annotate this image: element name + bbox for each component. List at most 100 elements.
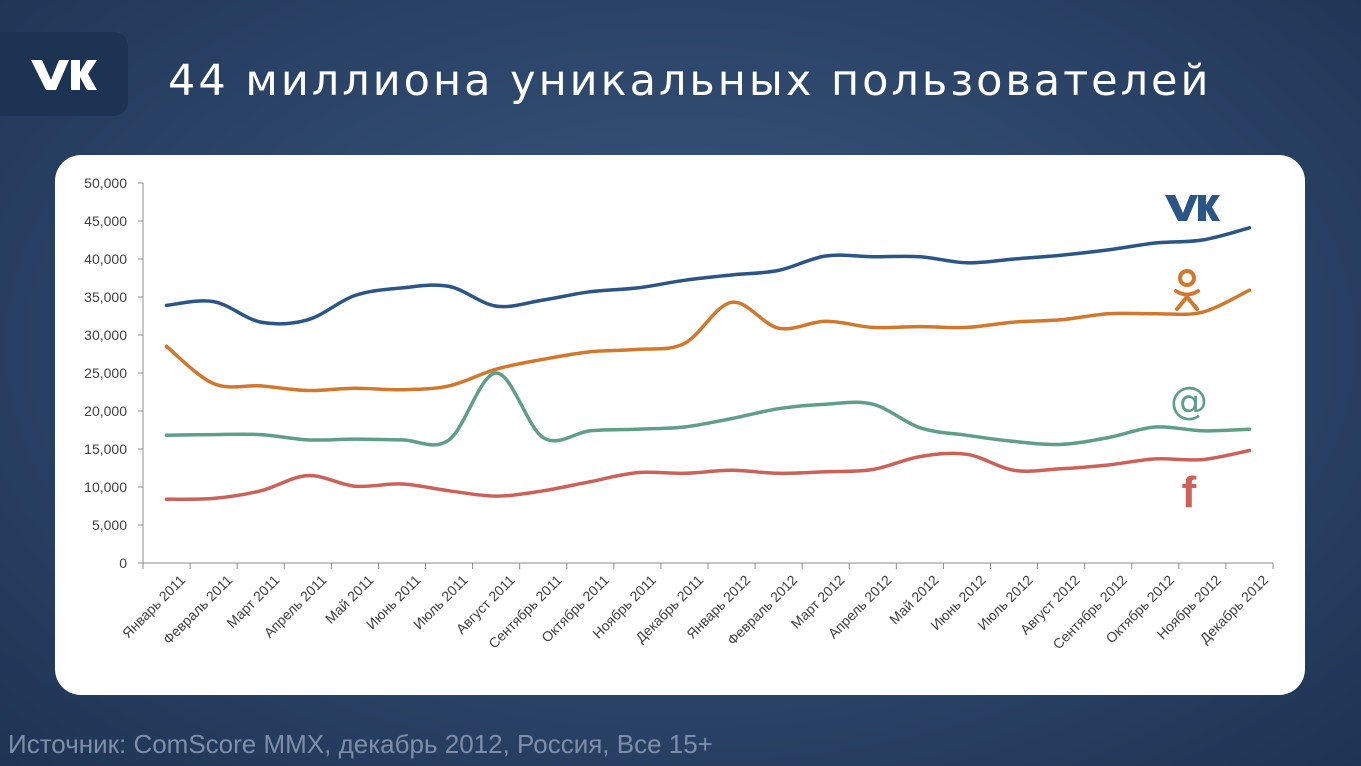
line-chart: 0 5,000 10,000 15,000 20,000 25,000 30,000 35,0… bbox=[84, 175, 1274, 652]
data-point-facebook bbox=[1012, 468, 1016, 472]
data-point-facebook bbox=[494, 494, 498, 498]
data-point-facebook bbox=[1153, 457, 1157, 461]
data-point-odnoklassniki bbox=[1106, 312, 1110, 316]
data-point-odnoklassniki bbox=[777, 326, 781, 330]
data-point-vk bbox=[824, 254, 828, 258]
data-point-odnoklassniki bbox=[541, 357, 545, 361]
data-point-odnoklassniki bbox=[1248, 288, 1251, 292]
data-point-odnoklassniki bbox=[212, 382, 216, 386]
y-tick-label: 40,000 bbox=[84, 251, 127, 267]
data-point-vk bbox=[730, 273, 733, 277]
data-point-mailru bbox=[353, 437, 357, 441]
y-tick-label: 30,000 bbox=[84, 327, 127, 343]
series-line-facebook bbox=[164, 448, 1252, 501]
data-point-facebook bbox=[588, 480, 592, 484]
data-point-vk bbox=[1106, 248, 1110, 252]
data-point-odnoklassniki bbox=[871, 325, 875, 329]
data-point-mailru bbox=[494, 371, 498, 375]
data-point-mailru bbox=[1106, 436, 1110, 440]
y-tick-label: 15,000 bbox=[84, 441, 127, 457]
data-point-odnoklassniki bbox=[165, 344, 168, 348]
data-point-mailru bbox=[588, 429, 592, 433]
facebook-icon: f bbox=[1182, 468, 1197, 517]
data-point-facebook bbox=[353, 484, 357, 488]
data-point-mailru bbox=[824, 402, 828, 406]
data-point-vk bbox=[212, 300, 216, 304]
data-point-vk bbox=[541, 298, 545, 302]
data-point-mailru bbox=[400, 438, 404, 442]
series-line-mailru bbox=[164, 371, 1252, 447]
data-point-facebook bbox=[635, 471, 639, 475]
data-point-mailru bbox=[965, 433, 969, 437]
data-point-odnoklassniki bbox=[1153, 312, 1157, 316]
data-point-mailru bbox=[1153, 425, 1157, 429]
data-point-vk bbox=[259, 320, 263, 324]
y-tick-label: 45,000 bbox=[84, 213, 127, 229]
data-point-vk bbox=[400, 286, 404, 290]
data-point-odnoklassniki bbox=[730, 300, 733, 304]
data-point-odnoklassniki bbox=[494, 367, 498, 371]
data-point-vk bbox=[1200, 238, 1204, 242]
data-point-facebook bbox=[824, 470, 828, 474]
data-point-odnoklassniki bbox=[1200, 310, 1204, 314]
data-point-odnoklassniki bbox=[1059, 318, 1063, 322]
data-point-odnoklassniki bbox=[306, 389, 310, 392]
chart-panel: 0 5,000 10,000 15,000 20,000 25,000 30,000 35,0… bbox=[55, 155, 1305, 695]
data-point-facebook bbox=[1200, 458, 1204, 462]
data-point-vk bbox=[918, 255, 922, 259]
data-point-vk bbox=[165, 303, 168, 307]
data-point-odnoklassniki bbox=[400, 388, 404, 392]
data-point-mailru bbox=[212, 433, 216, 437]
y-tick-label: 0 bbox=[119, 555, 127, 571]
data-point-facebook bbox=[918, 455, 922, 459]
data-point-odnoklassniki bbox=[965, 325, 969, 329]
data-point-mailru bbox=[871, 402, 875, 406]
data-point-facebook bbox=[1248, 449, 1251, 452]
data-point-mailru bbox=[306, 438, 310, 442]
data-point-vk bbox=[871, 255, 875, 259]
data-point-odnoklassniki bbox=[918, 325, 922, 329]
series-line-odnoklassniki bbox=[164, 288, 1252, 393]
data-point-facebook bbox=[965, 452, 969, 456]
data-point-vk bbox=[1248, 226, 1251, 230]
data-point-mailru bbox=[1248, 427, 1251, 431]
data-point-mailru bbox=[635, 427, 639, 431]
data-point-facebook bbox=[400, 482, 404, 486]
data-point-vk bbox=[777, 268, 781, 272]
data-point-vk bbox=[635, 286, 639, 290]
odnoklassniki-icon bbox=[1174, 269, 1200, 311]
y-tick-label: 35,000 bbox=[84, 289, 127, 305]
data-point-mailru bbox=[683, 425, 686, 429]
data-point-vk bbox=[1012, 257, 1016, 261]
data-point-vk bbox=[1059, 253, 1063, 257]
data-point-mailru bbox=[777, 407, 781, 411]
data-point-vk bbox=[965, 261, 969, 265]
data-point-facebook bbox=[683, 471, 686, 475]
data-point-odnoklassniki bbox=[259, 384, 263, 388]
data-point-odnoklassniki bbox=[1012, 320, 1016, 324]
data-point-vk bbox=[353, 294, 357, 297]
data-point-mailru bbox=[259, 433, 263, 437]
data-point-facebook bbox=[1106, 463, 1110, 467]
data-point-mailru bbox=[541, 436, 545, 440]
y-tick-label: 20,000 bbox=[84, 403, 127, 419]
data-point-mailru bbox=[1012, 439, 1016, 443]
y-tick-label: 25,000 bbox=[84, 365, 127, 381]
data-point-facebook bbox=[541, 489, 545, 493]
data-point-vk bbox=[588, 290, 592, 294]
data-point-vk bbox=[447, 284, 451, 288]
data-point-mailru bbox=[1200, 429, 1204, 433]
data-point-facebook bbox=[871, 468, 875, 471]
at-sign-icon: @ bbox=[1170, 379, 1208, 423]
data-point-odnoklassniki bbox=[683, 341, 686, 345]
y-tick-label: 50,000 bbox=[84, 175, 127, 191]
vk-icon bbox=[1165, 195, 1220, 221]
vk-logo-icon bbox=[31, 60, 97, 90]
data-point-odnoklassniki bbox=[588, 350, 592, 354]
data-point-mailru bbox=[165, 433, 168, 437]
data-point-facebook bbox=[259, 489, 263, 493]
data-point-odnoklassniki bbox=[353, 386, 357, 390]
data-point-odnoklassniki bbox=[635, 347, 639, 351]
data-point-facebook bbox=[447, 489, 451, 493]
data-point-mailru bbox=[730, 417, 733, 421]
